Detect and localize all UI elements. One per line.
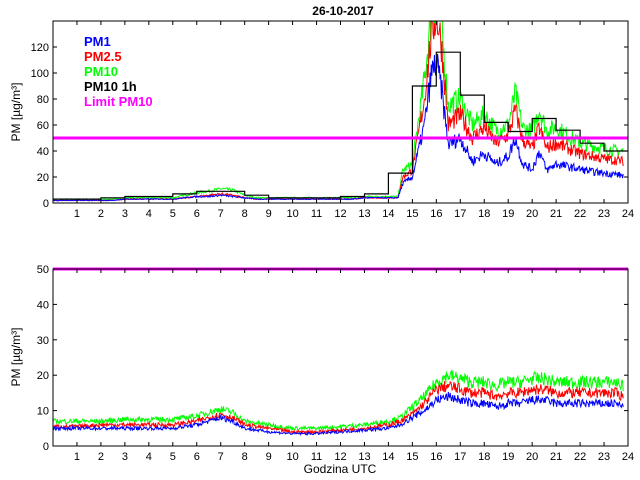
top-ytick-label: 120	[31, 42, 49, 54]
legend: PM1 PM2.5 PM10 PM10 1h Limit PM10	[84, 34, 153, 109]
top-plot: 1 2 3 4 5 6 7 8 9 10 11 12 13 14 15 16 17 18 19 20 21 22 23 240…	[9, 20, 634, 220]
bottom-xtick-label: 13	[358, 451, 370, 463]
bottom-series-pm10	[53, 369, 624, 432]
top-xtick-label: 17	[454, 208, 466, 220]
top-xtick-label: 22	[574, 208, 586, 220]
chart-title: 26-10-2017	[312, 4, 374, 18]
top-xtick-label: 10	[286, 208, 298, 220]
top-xtick-label: 3	[122, 208, 128, 220]
top-xtick-label: 15	[406, 208, 418, 220]
top-ytick-label: 80	[37, 94, 49, 106]
bottom-xtick-label: 24	[622, 451, 634, 463]
bottom-ytick-label: 50	[37, 264, 49, 276]
bottom-ylabel: PM [µg/m³]	[9, 328, 23, 387]
top-xtick-label: 19	[502, 208, 514, 220]
bottom-xtick-label: 23	[598, 451, 610, 463]
bottom-xtick-label: 18	[478, 451, 490, 463]
x-axis-label: Godzina UTC	[304, 462, 377, 476]
bottom-xtick-label: 21	[550, 451, 562, 463]
top-xtick-label: 11	[311, 208, 322, 220]
top-ylabel: PM [µg/m³]	[9, 83, 23, 142]
bottom-xtick-label: 19	[502, 451, 514, 463]
bottom-xtick-label: 3	[122, 451, 128, 463]
top-xtick-label: 12	[334, 208, 346, 220]
top-xtick-label: 8	[242, 208, 248, 220]
bottom-xtick-label: 20	[526, 451, 538, 463]
legend-pm1: PM1	[84, 34, 111, 49]
legend-limit-pm10: Limit PM10	[84, 94, 153, 109]
top-xtick-label: 2	[98, 208, 104, 220]
bottom-xtick-label: 11	[311, 451, 322, 463]
bottom-ytick-label: 0	[43, 441, 49, 453]
top-plot-frame	[52, 20, 629, 204]
legend-pm25: PM2.5	[84, 49, 122, 64]
bottom-xtick-label: 12	[334, 451, 346, 463]
top-ytick-label: 40	[37, 146, 49, 158]
legend-pm10: PM10	[84, 64, 118, 79]
bottom-plot-frame	[52, 268, 629, 447]
top-xtick-label: 1	[74, 208, 80, 220]
bottom-series-pm1	[53, 391, 624, 436]
top-ytick-label: 0	[43, 198, 49, 210]
top-xtick-label: 21	[550, 208, 562, 220]
bottom-ytick-label: 30	[37, 335, 49, 347]
bottom-xtick-label: 14	[382, 451, 394, 463]
bottom-series-pm25	[53, 381, 624, 435]
bottom-xtick-label: 7	[218, 451, 224, 463]
top-xtick-label: 13	[358, 208, 370, 220]
top-ytick-label: 60	[37, 120, 49, 132]
bottom-xtick-label: 9	[266, 451, 272, 463]
bottom-xtick-label: 8	[242, 451, 248, 463]
legend-pm10-1h: PM10 1h	[84, 79, 137, 94]
bottom-ytick-label: 10	[37, 406, 49, 418]
top-xtick-label: 16	[430, 208, 442, 220]
bottom-xtick-label: 1	[74, 451, 80, 463]
top-xtick-label: 14	[382, 208, 394, 220]
top-xtick-label: 23	[598, 208, 610, 220]
bottom-xtick-label: 6	[194, 451, 200, 463]
top-ytick-label: 100	[31, 68, 49, 80]
bottom-xtick-label: 22	[574, 451, 586, 463]
bottom-xtick-label: 2	[98, 451, 104, 463]
bottom-xtick-label: 16	[430, 451, 442, 463]
top-xtick-label: 5	[170, 208, 176, 220]
top-xtick-label: 9	[266, 208, 272, 220]
top-xtick-label: 6	[194, 208, 200, 220]
top-series-pm10-1h	[53, 51, 628, 200]
bottom-xtick-label: 15	[406, 451, 418, 463]
bottom-xtick-label: 17	[454, 451, 466, 463]
top-xtick-label: 4	[146, 208, 152, 220]
bottom-ytick-label: 20	[37, 370, 49, 382]
top-xtick-label: 20	[526, 208, 538, 220]
top-xtick-label: 18	[478, 208, 490, 220]
bottom-xtick-label: 10	[286, 451, 298, 463]
top-xtick-label: 24	[622, 208, 634, 220]
top-xtick-label: 7	[218, 208, 224, 220]
bottom-xtick-label: 5	[170, 451, 176, 463]
top-series-pm1	[53, 53, 624, 202]
bottom-xtick-label: 4	[146, 451, 152, 463]
bottom-plot: 1 2 3 4 5 6 7 8 9 10 11 12 13 14 15 16 17 18 19 20 21 22 23 240…	[9, 264, 634, 463]
top-ytick-label: 20	[37, 172, 49, 184]
bottom-ytick-label: 40	[37, 299, 49, 311]
